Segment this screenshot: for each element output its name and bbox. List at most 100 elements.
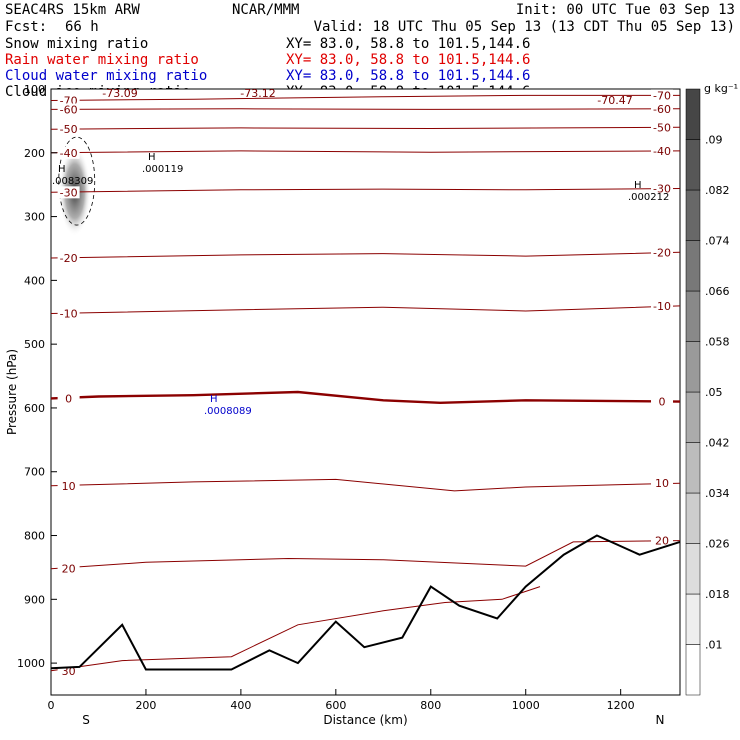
isotherm-label-bg — [57, 307, 80, 320]
model-title: SEAC4RS 15km ARW — [5, 2, 140, 18]
colorbar-band — [685, 139, 701, 191]
valid-time: Valid: 18 UTC Thu 05 Sep 13 (13 CDT Thu … — [314, 19, 735, 35]
colorbar-label: .082 — [705, 184, 730, 197]
legend-field-label: Snow mixing ratio — [5, 36, 148, 52]
colorbar-band — [685, 290, 701, 342]
isotherm-label-bg — [57, 123, 80, 136]
x-tick-label: 1000 — [512, 699, 540, 712]
isotherm-label: -30 — [60, 186, 78, 199]
isotherm-0 — [50, 390, 681, 405]
isotherm-label-bg — [651, 144, 674, 157]
isotherm--10 — [50, 305, 681, 314]
isotherm-label-bg — [57, 186, 80, 199]
isotherm--60 — [50, 108, 681, 110]
isotherm-label-bg — [651, 102, 674, 115]
max-marker-value: .000119 — [142, 164, 183, 175]
colorbar: .01 .018 .026 .034 .042 .05 .058 .066 .074 .082 .0… — [685, 82, 738, 696]
isotherm--30 — [50, 188, 681, 193]
colorbar-band — [685, 543, 701, 595]
isotherm-label: -50 — [653, 121, 671, 134]
max-marker-letter: H — [58, 164, 66, 175]
isotherm-label: 0 — [659, 396, 666, 409]
org-label: NCAR/MMM — [232, 2, 299, 18]
extra-isotherm-label: -73.12 — [240, 87, 275, 100]
isotherm-label: -10 — [60, 308, 78, 321]
isotherm-label-bg — [651, 89, 674, 102]
colorbar-band — [685, 442, 701, 494]
isotherm-10 — [50, 478, 681, 492]
x-tick-label: 800 — [420, 699, 441, 712]
axes: 0 200 400 600 800 1000 12002003004005006007008… — [5, 83, 664, 727]
max-marker-value: .000212 — [628, 192, 669, 203]
colorbar-band — [685, 492, 701, 544]
isotherm-label: -10 — [653, 300, 671, 313]
colorbar-label: .042 — [705, 437, 730, 450]
isotherm-label-bg — [651, 477, 674, 490]
isotherm-20 — [50, 540, 681, 570]
isotherm-label-bg — [57, 479, 80, 492]
y-tick-label: 800 — [24, 530, 45, 543]
legend-field-label: Cloud water mixing ratio — [5, 68, 207, 84]
colorbar-unit: g kg⁻¹ — [704, 82, 738, 95]
colorbar-label: .01 — [705, 639, 723, 652]
fcst-label: Fcst: — [5, 19, 47, 35]
isotherm-label: 20 — [655, 535, 669, 548]
terrain-line — [50, 534, 681, 671]
x-axis-label: Distance (km) — [323, 713, 407, 727]
init-time: Init: 00 UTC Tue 03 Sep 13 — [516, 2, 735, 18]
isotherm-label-bg — [57, 146, 80, 159]
colorbar-band — [685, 240, 701, 292]
y-tick-label-top: 100 — [24, 83, 45, 96]
isotherm-label: -40 — [653, 145, 671, 158]
isotherm-label: -40 — [60, 147, 78, 160]
colorbar-band — [685, 644, 701, 696]
max-marker-letter: H — [210, 394, 218, 405]
x-tick-label: 600 — [325, 699, 346, 712]
isotherm-label-bg — [651, 534, 674, 547]
y-tick-label: 300 — [24, 211, 45, 224]
isotherm-label-bg — [57, 103, 80, 116]
colorbar-label: .09 — [705, 134, 723, 147]
x-tick-label: 0 — [48, 699, 55, 712]
x-tick-label: 200 — [135, 699, 156, 712]
isotherm-label: 20 — [62, 563, 76, 576]
isotherm-label: -20 — [60, 252, 78, 265]
isotherm-label-bg — [57, 392, 80, 405]
colorbar-label: .05 — [705, 386, 723, 399]
isotherm--40 — [50, 150, 681, 154]
y-tick-label: 500 — [24, 338, 45, 351]
isotherm-label-bg — [651, 395, 674, 408]
isotherm-label-bg — [57, 562, 80, 575]
isotherm-label-bg — [651, 121, 674, 134]
temperature-contours: -70 -70-60 -60-50 -50-40 -40-30 -30-20 -20-10-… — [50, 87, 681, 678]
isotherm--20 — [50, 251, 681, 259]
y-tick-label: 900 — [24, 593, 45, 606]
extra-isotherm-label: -70.47 — [597, 94, 632, 107]
colorbar-band — [685, 593, 701, 645]
x-tick-label: 1200 — [607, 699, 635, 712]
terrain-layer — [50, 534, 681, 671]
legend-field-xy: XY= 83.0, 58.8 to 101.5,144.6 — [286, 68, 530, 84]
colorbar-label: .066 — [705, 285, 730, 298]
colorbar-label: .058 — [705, 336, 730, 349]
isotherm-label: 10 — [655, 477, 669, 490]
y-tick-label: 1000 — [17, 657, 45, 670]
isotherm-label: -70 — [653, 89, 671, 102]
legend-field-xy: XY= 83.0, 58.8 to 101.5,144.6 — [286, 52, 530, 68]
isotherm-label: -50 — [60, 123, 78, 136]
left-endpoint-label: S — [82, 713, 90, 727]
max-marker-value: .0008089 — [204, 406, 252, 417]
cloud-ice-outline — [58, 136, 96, 226]
y-tick-label: 700 — [24, 466, 45, 479]
colorbar-band — [685, 391, 701, 443]
isotherm-label: 10 — [62, 480, 76, 493]
extra-isotherm-label: -73.09 — [102, 87, 137, 100]
isotherm--50 — [50, 126, 681, 130]
legend-field-label: Rain water mixing ratio — [5, 52, 199, 68]
colorbar-band — [685, 88, 701, 140]
isotherm-label: 0 — [65, 392, 72, 405]
isotherm-label-bg — [651, 299, 674, 312]
isotherm-label: -60 — [653, 103, 671, 116]
